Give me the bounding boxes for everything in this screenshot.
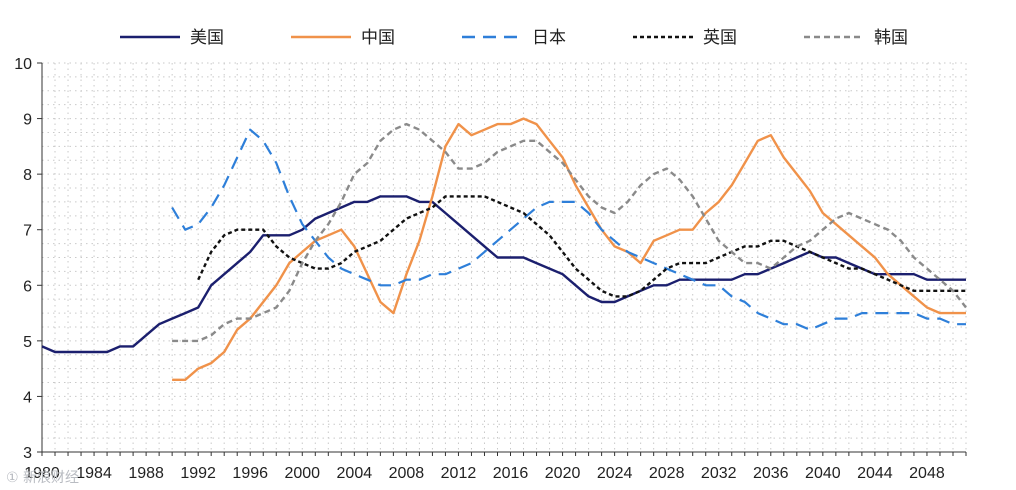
series-line-2 [172,117,966,381]
y-tick-label: 10 [14,56,32,73]
x-tick-label: 2016 [493,465,529,482]
legend-item-5: 韩国 [804,28,908,48]
series-line-3 [171,128,966,331]
y-tick-label: 8 [23,167,32,184]
x-tick-label: 2024 [597,465,633,482]
x-tick-label: 2028 [649,465,685,482]
x-tick-label: 1996 [232,465,268,482]
x-tick-label: 2040 [805,465,841,482]
y-tick-label: 3 [23,445,32,462]
legend-item-4: 英国 [633,28,737,48]
axes: 3 4 5 6 7 8 9 10 1980 1984 1988 1992 1996 2000 2004 200… [14,56,967,482]
legend-item-1: 美国 [120,28,224,48]
x-tick-label: 2004 [337,465,373,482]
y-tick-label: 5 [23,334,32,351]
legend-item-2: 中国 [291,28,395,48]
legend-label: 日本 [532,28,566,48]
x-tick-label: 2000 [284,465,320,482]
y-tick-label: 9 [23,112,32,129]
legend-label: 英国 [703,28,737,48]
x-tick-label: 1980 [24,465,60,482]
x-tick-label: 1992 [180,465,216,482]
series-line-1 [41,195,966,354]
x-tick-label: 2020 [545,465,581,482]
y-tick-label: 7 [23,223,32,240]
x-tick-label: 2012 [441,465,477,482]
series-group [41,117,967,381]
x-tick-label: 2048 [909,465,945,482]
x-tick-label: 2008 [389,465,425,482]
y-tick-label: 6 [23,278,32,295]
series-line-4 [197,195,966,298]
x-tick-label: 2036 [753,465,789,482]
x-tick-label: 2032 [701,465,737,482]
series-line-5 [172,122,967,343]
legend-item-3: 日本 [462,28,566,48]
legend-label: 美国 [190,28,224,48]
y-tick-label: 4 [23,389,32,406]
legend-label: 中国 [361,28,395,48]
watermark: ① 新浪财经 [6,470,79,486]
x-tick-label: 1988 [128,465,164,482]
x-tick-label: 1984 [76,465,112,482]
legend: 美国 中国 日本 英国 韩国 [120,28,908,48]
legend-label: 韩国 [874,28,908,48]
x-tick-label: 2044 [857,465,893,482]
